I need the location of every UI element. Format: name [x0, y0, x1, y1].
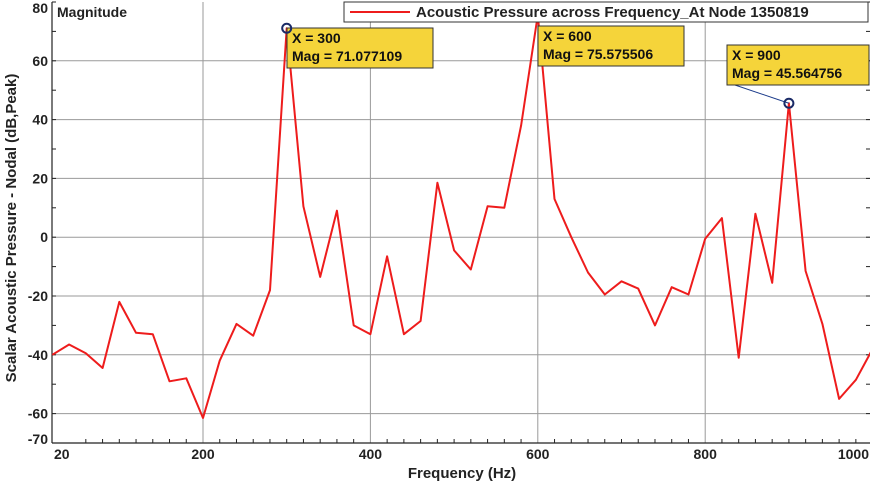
- datatip[interactable]: X = 600 Mag = 75.575506: [532, 9, 685, 67]
- datatip-box: [726, 44, 870, 86]
- subplot-title: Magnitude: [57, 4, 127, 20]
- series-line: [51, 14, 870, 419]
- x-tick-label: 200: [191, 446, 215, 462]
- datatip-x-text: X = 300: [292, 30, 341, 46]
- legend: Acoustic Pressure across Frequency_At No…: [343, 1, 869, 23]
- x-tick-label: 1000: [838, 446, 869, 462]
- datatip-x-text: X = 600: [543, 28, 592, 44]
- x-tick-label: 400: [359, 446, 383, 462]
- datatip-mag-text: Mag = 71.077109: [292, 48, 402, 64]
- x-tick-labels: 20 200 400 600 800 1000: [54, 446, 869, 462]
- y-tick-label: 80: [32, 0, 48, 16]
- y-tick-label: 20: [32, 170, 48, 186]
- datatip-mag-text: Mag = 45.564756: [732, 65, 842, 81]
- axes: [51, 1, 870, 444]
- datatip-mag-text: Mag = 75.575506: [543, 46, 653, 62]
- y-tick-label: -60: [28, 406, 48, 422]
- x-tick-label: 600: [526, 446, 550, 462]
- datatip-box: [286, 27, 434, 69]
- y-tick-label: 40: [32, 112, 48, 128]
- legend-box: [343, 1, 869, 23]
- y-tick-label: -70: [28, 431, 48, 447]
- datatips: X = 300 Mag = 71.077109 X = 600 Mag = 75.57…: [281, 9, 870, 109]
- grid-lines: [52, 2, 870, 443]
- y-tick-labels: 80 60 40 20 0 -20 -40 -60 -70: [28, 0, 48, 447]
- y-tick-label: -20: [28, 288, 48, 304]
- legend-label: Acoustic Pressure across Frequency_At No…: [416, 4, 809, 21]
- x-axis-label: Frequency (Hz): [408, 465, 516, 482]
- y-tick-label: -40: [28, 347, 48, 363]
- datatip-box: [537, 25, 685, 67]
- datatip-marker: [281, 22, 293, 34]
- datatip[interactable]: X = 300 Mag = 71.077109: [281, 22, 434, 69]
- y-tick-label: 60: [32, 53, 48, 69]
- y-tick-label: 0: [40, 229, 48, 245]
- series-lines: [51, 14, 870, 419]
- datatip[interactable]: X = 900 Mag = 45.564756: [726, 44, 870, 109]
- x-tick-label: 20: [54, 446, 70, 462]
- datatip-leader-line: [728, 82, 790, 104]
- x-tick-label: 800: [694, 446, 718, 462]
- datatip-marker: [783, 97, 795, 109]
- y-axis-label: Scalar Acoustic Pressure - Nodal (dB,Pea…: [3, 74, 20, 383]
- datatip-x-text: X = 900: [732, 47, 781, 63]
